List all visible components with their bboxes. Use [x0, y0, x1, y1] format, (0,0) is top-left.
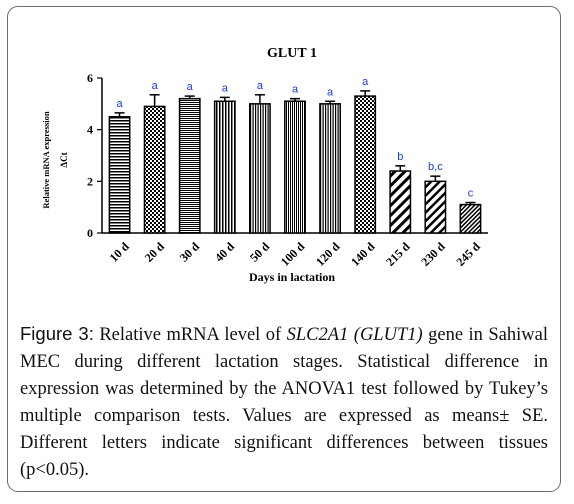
x-tick-label: 40 d	[212, 239, 237, 264]
x-tick-label: 10 d	[107, 239, 132, 264]
x-tick-label: 230 d	[418, 239, 448, 269]
x-tick-label: 30 d	[177, 239, 202, 264]
significance-label: a	[327, 86, 334, 98]
bar	[389, 170, 412, 234]
significance-label: a	[257, 80, 264, 92]
bar	[284, 100, 306, 234]
significance-label: a	[187, 81, 194, 93]
y-axis-sublabel: ΔCt	[59, 152, 69, 167]
significance-label: a	[292, 84, 299, 96]
significance-label: a	[152, 80, 159, 92]
x-tick-label: 50 d	[247, 239, 272, 264]
x-tick-label: 100 d	[278, 239, 308, 269]
significance-label: a	[116, 98, 123, 110]
caption-label: Figure 3:	[20, 323, 94, 344]
figure-caption: Figure 3: Relative mRNA level of SLC2A1 …	[20, 320, 548, 484]
bar	[108, 116, 131, 234]
bar	[319, 103, 342, 234]
y-tick-label: 0	[87, 226, 93, 240]
bar	[143, 105, 166, 234]
caption-text-before: Relative mRNA level of	[93, 325, 287, 345]
bar	[354, 95, 377, 234]
significance-label: a	[222, 82, 229, 94]
x-tick-label: 120 d	[313, 239, 343, 269]
x-axis-label: Days in lactation	[249, 270, 335, 284]
bar	[178, 97, 201, 234]
y-tick-label: 2	[87, 174, 93, 188]
caption-gene: SLC2A1 (GLUT1)	[286, 325, 423, 345]
x-tick-label: 215 d	[383, 239, 413, 269]
bar	[248, 103, 271, 234]
x-tick-label: 140 d	[348, 239, 378, 269]
bar	[213, 100, 236, 234]
significance-label: b,c	[428, 161, 443, 173]
bar	[459, 203, 482, 234]
y-axis-label: Relative mRNA expression	[41, 111, 51, 208]
bar-chart: GLUT 1 0 2 4 6 a 10 d a 20 d a 30 d a 40 d a 50 d a 100…	[41, 46, 488, 284]
caption-text-after: gene in Sahiwal MEC during different lac…	[20, 325, 548, 480]
y-tick-label: 4	[87, 123, 93, 137]
significance-label: a	[362, 76, 369, 88]
significance-label: b	[397, 151, 403, 163]
figure-frame	[7, 6, 561, 492]
bar	[424, 180, 447, 234]
x-tick-label: 245 d	[453, 239, 483, 269]
significance-label: c	[468, 188, 474, 200]
y-tick-label: 6	[87, 71, 93, 85]
x-tick-label: 20 d	[142, 239, 167, 264]
chart-title: GLUT 1	[267, 46, 317, 61]
